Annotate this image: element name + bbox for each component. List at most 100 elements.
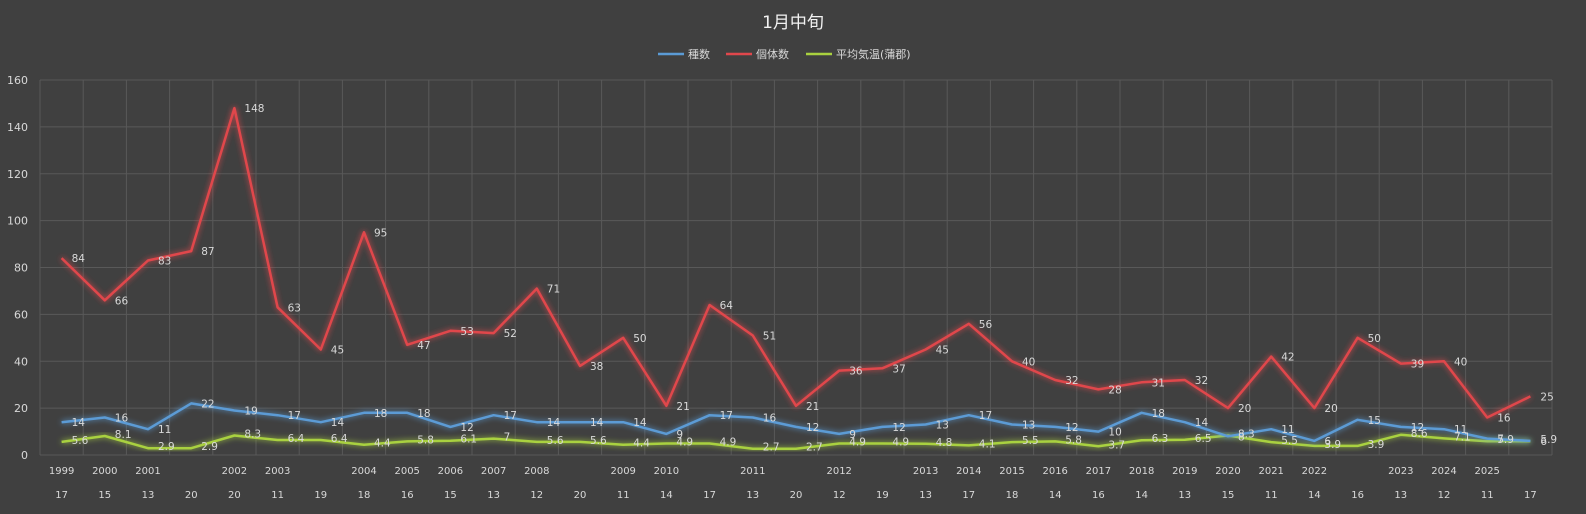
data-label: 2.7 bbox=[763, 442, 780, 454]
data-label: 14 bbox=[590, 417, 604, 429]
data-label: 5.6 bbox=[72, 435, 89, 447]
legend-label: 種数 bbox=[688, 47, 710, 61]
x-tick-day: 12 bbox=[833, 490, 846, 501]
data-label: 4.9 bbox=[720, 437, 737, 449]
data-label: 20 bbox=[1238, 403, 1251, 415]
x-tick-day: 12 bbox=[530, 490, 543, 501]
data-label: 38 bbox=[590, 361, 603, 373]
data-label: 4.9 bbox=[892, 437, 909, 449]
data-label: 4.9 bbox=[849, 437, 866, 449]
series-lines bbox=[60, 106, 1531, 450]
y-tick-label: 20 bbox=[14, 402, 28, 415]
data-label: 14 bbox=[633, 417, 647, 429]
data-label: 19 bbox=[244, 405, 257, 417]
x-tick-year: 2006 bbox=[438, 466, 463, 477]
data-label: 95 bbox=[374, 227, 387, 239]
data-label: 2.9 bbox=[201, 441, 218, 453]
x-tick-year: 2023 bbox=[1388, 466, 1413, 477]
data-label: 16 bbox=[1497, 413, 1511, 425]
x-tick-day: 17 bbox=[55, 490, 68, 501]
chart-legend: 種数 個体数 平均気温(蒲郡) bbox=[658, 47, 911, 61]
data-label: 14 bbox=[331, 417, 345, 429]
y-tick-label: 140 bbox=[7, 121, 28, 134]
data-label: 3.9 bbox=[1324, 439, 1341, 451]
data-label: 15 bbox=[1368, 415, 1381, 427]
x-tick-day: 20 bbox=[228, 490, 241, 501]
x-tick-year: 2020 bbox=[1215, 466, 1240, 477]
x-tick-year: 2007 bbox=[481, 466, 506, 477]
data-label: 12 bbox=[1065, 422, 1078, 434]
data-label: 7.1 bbox=[1454, 431, 1471, 443]
x-tick-year: 2016 bbox=[1042, 466, 1067, 477]
data-label: 5.8 bbox=[417, 434, 434, 446]
x-tick-year: 2000 bbox=[92, 466, 117, 477]
data-label: 5.5 bbox=[1022, 435, 1039, 447]
data-label: 17 bbox=[979, 410, 992, 422]
x-tick-day: 17 bbox=[1524, 490, 1537, 501]
x-tick-day: 16 bbox=[1092, 490, 1105, 501]
x-tick-day: 12 bbox=[1438, 490, 1451, 501]
data-label: 45 bbox=[331, 345, 344, 357]
x-tick-day: 14 bbox=[1049, 490, 1062, 501]
x-tick-year: 2010 bbox=[654, 466, 679, 477]
y-tick-label: 160 bbox=[7, 74, 28, 87]
x-tick-year: 2022 bbox=[1302, 466, 1327, 477]
data-label: 53 bbox=[460, 326, 473, 338]
x-tick-year: 2001 bbox=[135, 466, 160, 477]
x-tick-year: 2021 bbox=[1258, 466, 1283, 477]
data-label: 16 bbox=[763, 413, 777, 425]
data-label: 51 bbox=[763, 330, 776, 342]
data-label: 87 bbox=[201, 246, 214, 258]
data-label: 21 bbox=[676, 401, 689, 413]
data-label: 8.3 bbox=[1238, 429, 1255, 441]
data-label: 12 bbox=[892, 422, 905, 434]
data-label: 42 bbox=[1281, 352, 1294, 364]
data-label: 8.6 bbox=[1411, 428, 1428, 440]
data-label: 8 bbox=[1238, 431, 1245, 443]
x-tick-day: 14 bbox=[660, 490, 673, 501]
x-tick-day: 11 bbox=[1481, 490, 1494, 501]
data-label: 7 bbox=[1497, 434, 1504, 446]
y-axis-ticks: 0 20 40 60 80 100 120 140 160 bbox=[7, 74, 28, 462]
x-tick-day: 13 bbox=[1178, 490, 1191, 501]
gridlines bbox=[39, 79, 1553, 456]
data-label: 17 bbox=[720, 410, 733, 422]
data-label: 39 bbox=[1411, 359, 1424, 371]
data-label: 4.8 bbox=[936, 437, 953, 449]
x-tick-day: 20 bbox=[185, 490, 198, 501]
data-label: 6.4 bbox=[331, 433, 348, 445]
x-tick-day: 13 bbox=[1394, 490, 1407, 501]
x-tick-day: 15 bbox=[1222, 490, 1235, 501]
chart-title: 1月中旬 bbox=[762, 13, 824, 33]
x-tick-year: 2017 bbox=[1086, 466, 1111, 477]
data-label: 17 bbox=[288, 410, 301, 422]
y-tick-label: 100 bbox=[7, 215, 28, 228]
x-tick-day: 18 bbox=[1006, 490, 1019, 501]
x-tick-day: 20 bbox=[790, 490, 803, 501]
x-tick-day: 17 bbox=[962, 490, 975, 501]
data-label: 6 bbox=[1540, 436, 1547, 448]
data-label: 9 bbox=[676, 429, 683, 441]
x-tick-year: 2003 bbox=[265, 466, 290, 477]
data-label: 3.7 bbox=[1108, 439, 1125, 451]
x-tick-day: 18 bbox=[358, 490, 371, 501]
y-tick-label: 120 bbox=[7, 168, 28, 181]
x-tick-day: 13 bbox=[746, 490, 759, 501]
data-label: 6.4 bbox=[288, 433, 305, 445]
data-label: 40 bbox=[1022, 356, 1035, 368]
x-tick-day: 16 bbox=[401, 490, 414, 501]
legend-label: 平均気温(蒲郡) bbox=[836, 47, 911, 61]
series-line bbox=[61, 433, 1531, 450]
data-label: 52 bbox=[504, 328, 517, 340]
data-label: 4.4 bbox=[633, 438, 650, 450]
data-label: 71 bbox=[547, 284, 560, 296]
x-tick-year: 2012 bbox=[826, 466, 851, 477]
x-tick-day: 19 bbox=[314, 490, 327, 501]
x-tick-year: 2004 bbox=[351, 466, 376, 477]
data-label: 84 bbox=[72, 253, 86, 265]
data-label: 64 bbox=[720, 300, 734, 312]
x-tick-year: 2019 bbox=[1172, 466, 1197, 477]
data-label: 21 bbox=[806, 401, 819, 413]
x-tick-day: 19 bbox=[876, 490, 889, 501]
